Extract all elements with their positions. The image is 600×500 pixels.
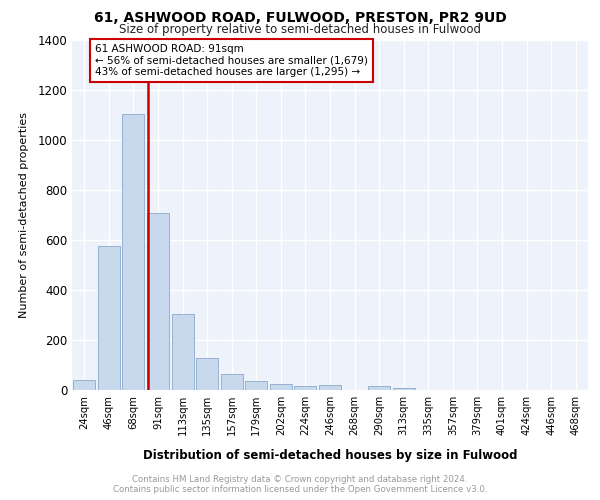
Bar	[172, 314, 194, 390]
Text: 61, ASHWOOD ROAD, FULWOOD, PRESTON, PR2 9UD: 61, ASHWOOD ROAD, FULWOOD, PRESTON, PR2 …	[94, 11, 506, 25]
Y-axis label: Number of semi-detached properties: Number of semi-detached properties	[19, 112, 29, 318]
Bar	[319, 385, 341, 390]
Bar	[245, 380, 268, 390]
Text: Contains HM Land Registry data © Crown copyright and database right 2024.
Contai: Contains HM Land Registry data © Crown c…	[113, 474, 487, 494]
Text: Size of property relative to semi-detached houses in Fulwood: Size of property relative to semi-detach…	[119, 22, 481, 36]
Bar	[295, 386, 316, 390]
Bar	[368, 386, 390, 390]
Bar	[98, 246, 120, 390]
Bar	[392, 388, 415, 390]
Bar	[270, 384, 292, 390]
X-axis label: Distribution of semi-detached houses by size in Fulwood: Distribution of semi-detached houses by …	[143, 449, 517, 462]
Text: 61 ASHWOOD ROAD: 91sqm
← 56% of semi-detached houses are smaller (1,679)
43% of : 61 ASHWOOD ROAD: 91sqm ← 56% of semi-det…	[95, 44, 368, 77]
Bar	[122, 114, 145, 390]
Bar	[196, 358, 218, 390]
Bar	[221, 374, 243, 390]
Bar	[73, 380, 95, 390]
Bar	[147, 212, 169, 390]
